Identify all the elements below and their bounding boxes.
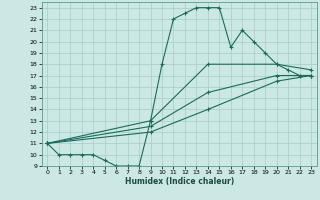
X-axis label: Humidex (Indice chaleur): Humidex (Indice chaleur) [124, 177, 234, 186]
